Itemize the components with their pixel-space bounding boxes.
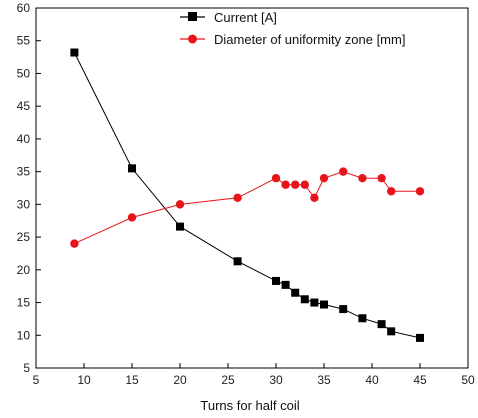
legend-current-marker bbox=[188, 12, 197, 21]
y-tick-label: 35 bbox=[17, 165, 31, 179]
series-current-point bbox=[70, 48, 79, 57]
series-current-point bbox=[310, 298, 319, 307]
y-tick-label: 50 bbox=[17, 66, 31, 80]
y-tick-label: 10 bbox=[17, 328, 31, 342]
series-current-point bbox=[272, 276, 280, 285]
legend: Current [A] Diameter of uniformity zone … bbox=[180, 10, 405, 47]
series-current-point bbox=[339, 305, 348, 314]
series-diameter-point bbox=[310, 193, 319, 203]
series-diameter bbox=[70, 167, 425, 248]
series-current-point bbox=[377, 320, 386, 329]
series-diameter-point bbox=[339, 167, 348, 176]
series-diameter-point bbox=[319, 173, 329, 183]
series-diameter-point bbox=[387, 187, 396, 196]
series-diameter-point bbox=[271, 173, 281, 183]
series-current bbox=[70, 48, 424, 342]
series-current-point bbox=[358, 314, 367, 323]
x-tick-label: 50 bbox=[461, 373, 475, 387]
series-current-point bbox=[320, 300, 328, 309]
series-diameter-point bbox=[70, 239, 79, 248]
series-diameter-point bbox=[291, 180, 300, 189]
x-tick-label: 30 bbox=[269, 373, 283, 387]
series-diameter-point bbox=[175, 200, 185, 209]
series-current-point bbox=[176, 222, 184, 231]
series-diameter-point bbox=[127, 213, 137, 222]
y-tick-label: 30 bbox=[17, 197, 31, 211]
y-tick-label: 5 bbox=[23, 361, 30, 375]
y-tick-label: 40 bbox=[17, 132, 31, 146]
legend-current-label: Current [A] bbox=[214, 10, 277, 25]
series-current-point bbox=[281, 280, 290, 289]
series-diameter-line bbox=[74, 171, 420, 245]
series-diameter-point bbox=[358, 173, 367, 183]
series-diameter-point bbox=[415, 187, 425, 196]
x-tick-label: 35 bbox=[317, 373, 331, 387]
series-diameter-point bbox=[300, 180, 309, 189]
y-tick-label: 25 bbox=[17, 230, 31, 244]
x-tick-label: 20 bbox=[173, 373, 187, 387]
x-tick-label: 45 bbox=[413, 373, 427, 387]
series-current-point bbox=[416, 333, 424, 342]
legend-diameter-label: Diameter of uniformity zone [mm] bbox=[214, 32, 405, 47]
x-tick-label: 25 bbox=[221, 373, 235, 387]
legend-diameter-marker bbox=[188, 34, 197, 44]
series-current-point bbox=[128, 164, 136, 173]
series-current-point bbox=[233, 257, 242, 266]
x-axis-title: Turns for half coil bbox=[200, 398, 299, 413]
series-diameter-point bbox=[281, 180, 290, 189]
x-tick-label: 5 bbox=[33, 373, 40, 387]
x-tick-label: 15 bbox=[125, 373, 139, 387]
series-diameter-point bbox=[377, 173, 386, 183]
series-current-point bbox=[387, 327, 396, 336]
y-tick-label: 45 bbox=[17, 99, 31, 113]
series-current-point bbox=[291, 288, 300, 297]
x-tick-label: 10 bbox=[77, 373, 91, 387]
series-current-line bbox=[73, 52, 421, 339]
y-tick-label: 55 bbox=[17, 34, 31, 48]
y-tick-label: 15 bbox=[17, 296, 31, 310]
plot-area-frame bbox=[35, 7, 469, 369]
y-tick-label: 60 bbox=[17, 1, 31, 15]
series-diameter-point bbox=[233, 193, 242, 203]
series-current-point bbox=[300, 295, 309, 304]
x-tick-label: 40 bbox=[365, 373, 379, 387]
y-tick-label: 20 bbox=[17, 263, 31, 277]
